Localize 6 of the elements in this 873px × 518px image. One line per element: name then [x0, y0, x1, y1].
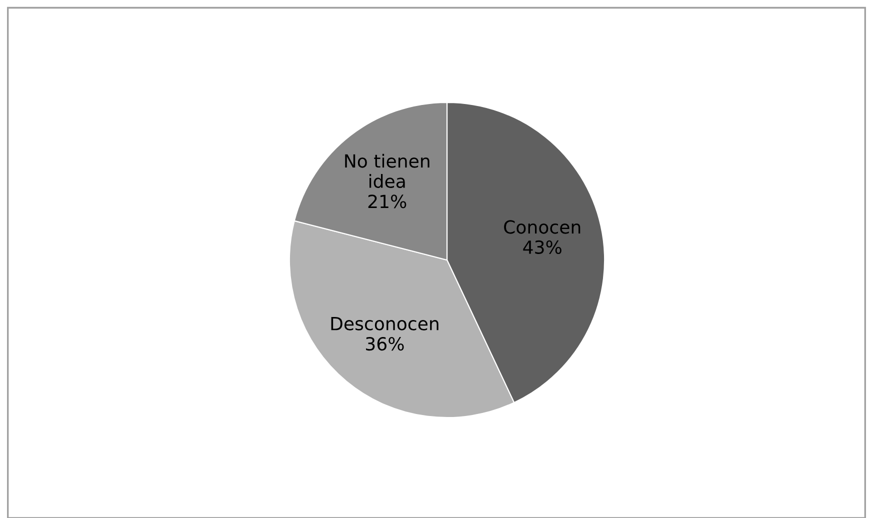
- data-label: 21%: [368, 194, 406, 208]
- slice-label: Conocen: [504, 220, 580, 234]
- data-label: 36%: [366, 336, 404, 351]
- slice-label: No tienen idea: [345, 154, 430, 188]
- slice-label: Desconocen: [331, 317, 438, 330]
- data-label: 43%: [523, 240, 562, 254]
